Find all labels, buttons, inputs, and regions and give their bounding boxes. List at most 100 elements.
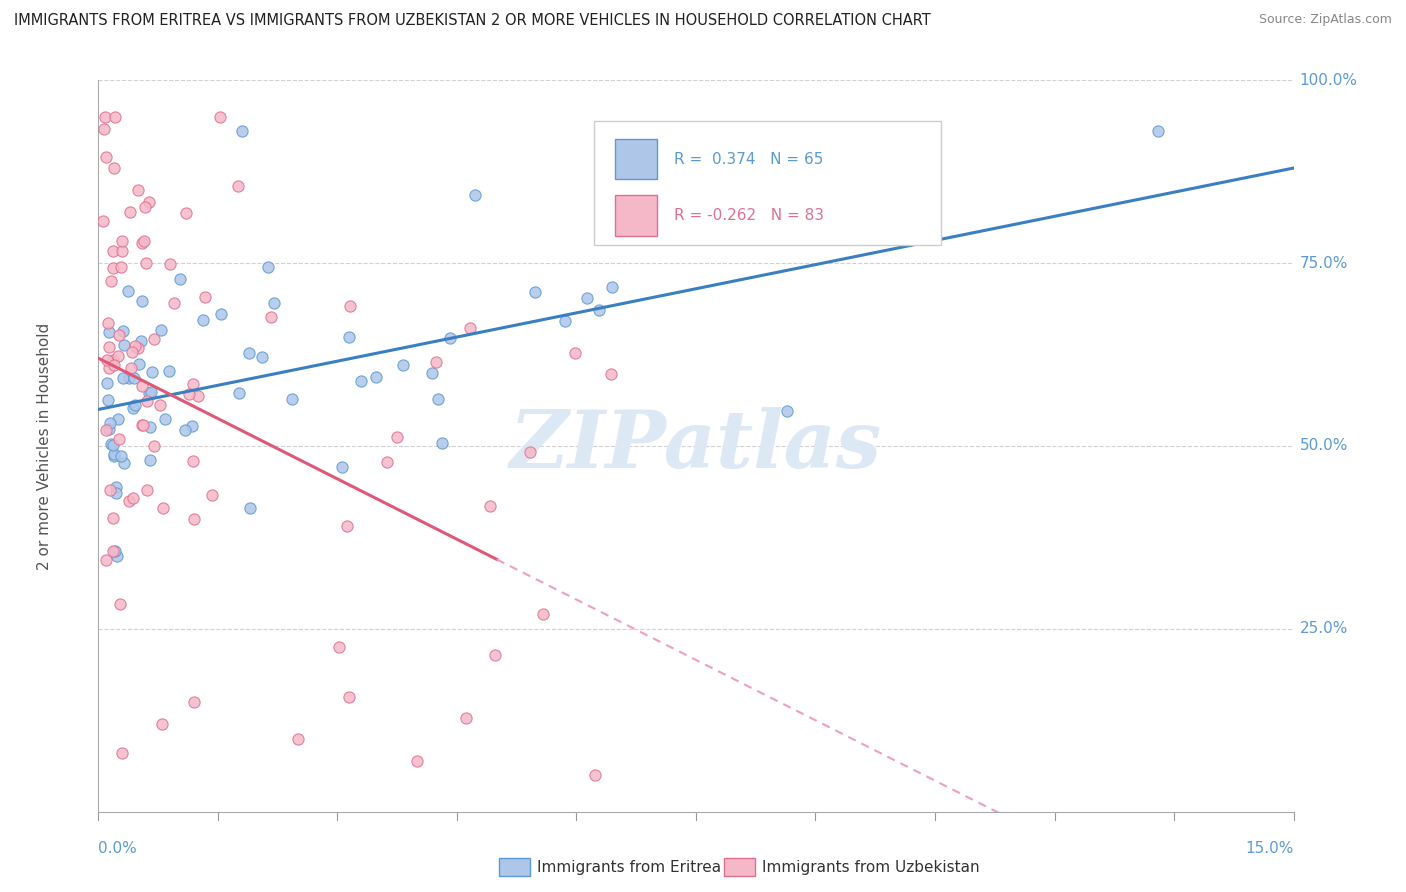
Point [328, 640, 350, 654]
Point [187, 389, 209, 403]
Point [337, 330, 360, 344]
Point [427, 392, 450, 407]
Point [97, 360, 120, 375]
Point [134, 200, 156, 214]
Point [96, 423, 118, 437]
Point [124, 339, 146, 353]
Point [458, 321, 481, 335]
FancyBboxPatch shape [595, 120, 941, 244]
Point [194, 290, 217, 304]
Point [406, 754, 429, 768]
Point [183, 695, 205, 709]
Point [107, 349, 129, 363]
Point [420, 366, 443, 380]
Point [98, 325, 121, 339]
Point [96, 376, 118, 391]
Point [131, 294, 153, 309]
Point [104, 544, 127, 558]
Point [479, 500, 502, 514]
Point [138, 194, 160, 209]
Point [238, 346, 260, 360]
Text: Immigrants from Uzbekistan: Immigrants from Uzbekistan [762, 860, 980, 874]
Point [98, 483, 121, 498]
Text: 50.0%: 50.0% [1299, 439, 1348, 453]
Point [148, 399, 170, 413]
Point [191, 313, 214, 327]
Point [107, 412, 129, 426]
Point [1147, 124, 1170, 138]
Point [105, 486, 128, 500]
Point [180, 418, 202, 433]
Point [281, 392, 304, 406]
Point [330, 460, 353, 475]
Point [181, 453, 204, 467]
Point [97, 393, 120, 408]
Point [228, 385, 250, 400]
Point [100, 436, 122, 450]
Point [226, 179, 249, 194]
Point [519, 445, 541, 459]
Point [135, 256, 157, 270]
Point [531, 607, 554, 621]
Point [139, 453, 162, 467]
Point [103, 544, 125, 558]
Point [588, 303, 610, 318]
Point [208, 110, 231, 124]
Point [93, 122, 115, 136]
Point [103, 161, 125, 175]
Point [110, 450, 132, 464]
Point [159, 257, 181, 271]
Point [231, 124, 253, 138]
Point [111, 244, 134, 258]
Point [554, 313, 576, 327]
Point [122, 491, 145, 505]
Point [122, 401, 145, 415]
Point [101, 244, 124, 258]
Point [128, 357, 150, 371]
Point [209, 307, 232, 321]
Point [103, 353, 125, 368]
Point [139, 385, 162, 400]
Point [157, 364, 180, 378]
Point [124, 398, 146, 412]
Text: 2 or more Vehicles in Household: 2 or more Vehicles in Household [37, 322, 52, 570]
Point [103, 446, 125, 460]
Point [112, 338, 135, 352]
Point [132, 234, 155, 248]
Point [432, 436, 454, 450]
Point [108, 432, 131, 446]
Point [127, 183, 149, 197]
Point [174, 206, 197, 220]
Point [112, 457, 135, 471]
Point [138, 385, 160, 400]
Point [260, 310, 283, 324]
Point [131, 378, 153, 392]
Point [143, 439, 166, 453]
Point [103, 359, 125, 373]
Point [155, 411, 177, 425]
Point [136, 483, 159, 497]
Point [98, 340, 121, 354]
Point [169, 271, 191, 285]
Text: Immigrants from Eritrea: Immigrants from Eritrea [537, 860, 721, 874]
Point [366, 370, 388, 384]
Point [181, 377, 204, 392]
Point [103, 261, 125, 276]
Point [201, 488, 224, 502]
Point [108, 598, 131, 612]
Point [97, 316, 120, 330]
Point [120, 205, 142, 219]
Text: 100.0%: 100.0% [1299, 73, 1358, 87]
Text: 15.0%: 15.0% [1246, 841, 1294, 856]
Point [239, 500, 262, 515]
Point [350, 375, 373, 389]
Point [104, 480, 127, 494]
Point [163, 296, 186, 310]
Point [150, 717, 173, 731]
Text: 25.0%: 25.0% [1299, 622, 1348, 636]
Point [454, 711, 477, 725]
Point [583, 768, 606, 782]
Point [139, 420, 162, 434]
Point [256, 260, 278, 275]
Point [600, 368, 623, 382]
